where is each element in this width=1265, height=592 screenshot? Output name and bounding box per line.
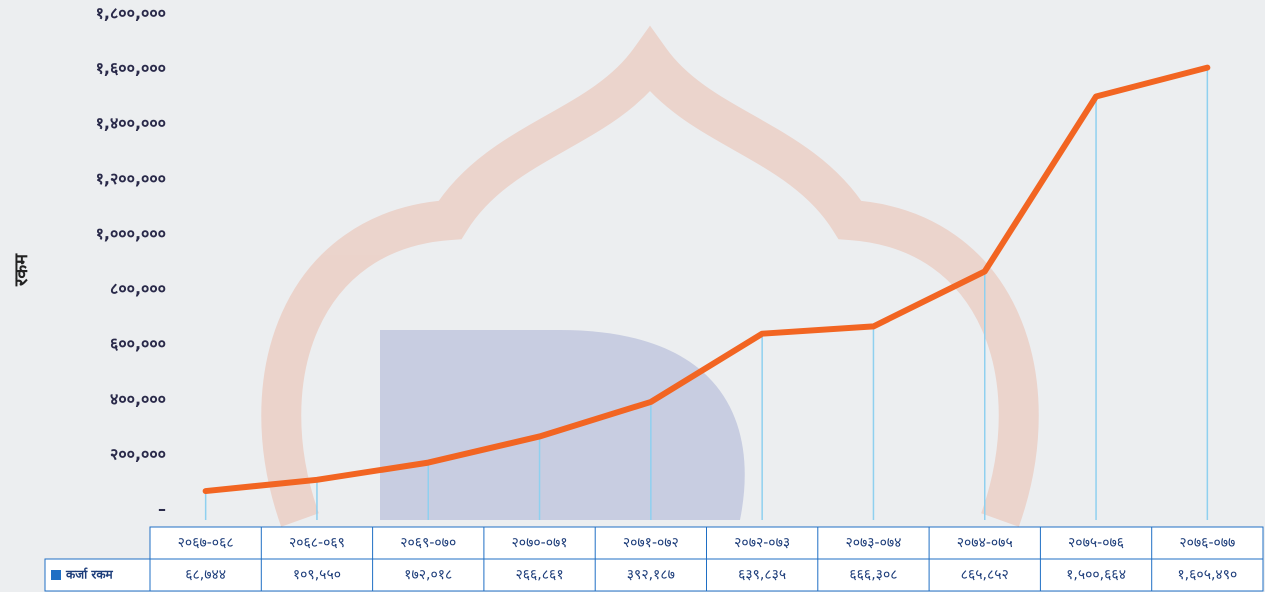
data-label: ८६५,८५२: [961, 567, 1009, 583]
x-tick-label: २०७२-०७३: [734, 535, 790, 551]
data-label: ३९२,१८७: [627, 567, 675, 583]
data-label: ६६६,३०८: [849, 567, 897, 583]
x-tick-label: २०७१-०७२: [623, 535, 679, 551]
legend-label: कर्जा रकम: [65, 568, 114, 582]
y-tick-label: २००,०००: [110, 444, 166, 463]
x-tick-label: २०७३-०७४: [845, 535, 901, 551]
line: [202, 64, 1211, 495]
y-tick-label: १,४००,०००: [96, 114, 166, 133]
x-tick-label: २०६७-०६८: [178, 535, 234, 551]
y-tick-label: १,८००,०००: [96, 4, 166, 23]
table-bg: [44, 558, 1264, 592]
watermark: [261, 25, 1039, 527]
x-tick-label: २०७६-०७७: [1179, 535, 1235, 551]
y-tick-label: ८००,०००: [110, 279, 166, 298]
x-tick-label: २०७४-०७५: [957, 535, 1013, 551]
legend-marker: [51, 570, 61, 580]
x-tick-label: २०६९-०७०: [400, 535, 456, 551]
y-axis-label: रकम: [11, 253, 32, 287]
data-label: १,५००,६६४: [1066, 567, 1126, 583]
y-tick-label: ४००,०००: [110, 389, 166, 408]
data-label: १७२,०१८: [404, 567, 452, 583]
y-tick-label: १,६००,०००: [96, 59, 166, 78]
y-tick-label: १,२००,०००: [96, 169, 166, 188]
data-label: ६३९,८३५: [738, 567, 786, 583]
x-tick-label: २०७५-०७६: [1068, 535, 1124, 551]
data-label: १,६०५,४९०: [1177, 567, 1237, 583]
data-label: ६८,७४४: [185, 567, 226, 583]
y-tick-label: ६००,०००: [110, 334, 166, 353]
data-label: १०९,५५०: [293, 567, 341, 583]
data-label: २६६,८६१: [515, 567, 563, 583]
x-tick-label: २०६८-०६९: [289, 535, 345, 551]
x-tick-label: २०७०-०७१: [512, 535, 568, 551]
y-tick-label: –: [158, 500, 166, 519]
y-tick-label: १,०००,०००: [96, 224, 166, 243]
